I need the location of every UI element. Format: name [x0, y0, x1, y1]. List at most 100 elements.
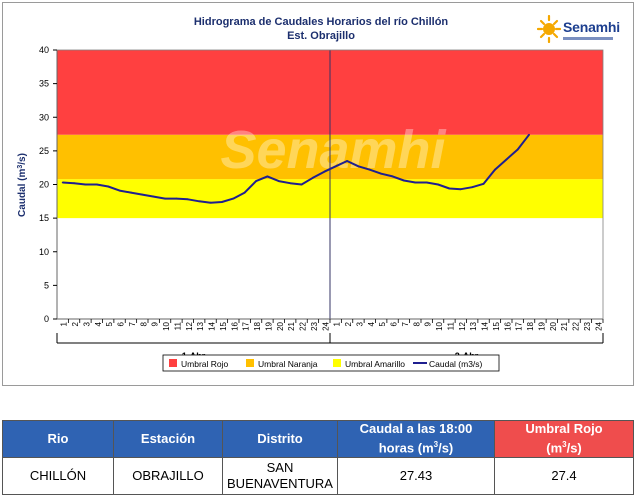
- y-tick-label: 40: [39, 45, 49, 55]
- data-point: [84, 183, 87, 186]
- x-tick-label: 20: [549, 321, 558, 330]
- x-tick-label: 21: [560, 321, 569, 330]
- x-tick-label: 23: [310, 321, 319, 330]
- x-tick-label: 7: [401, 321, 410, 326]
- data-point: [414, 181, 417, 184]
- x-tick-label: 6: [117, 321, 126, 326]
- data-point: [175, 197, 178, 200]
- data-point: [164, 197, 166, 200]
- x-tick-label: 5: [378, 321, 387, 326]
- table-row: CHILLÓN OBRAJILLO SAN BUENAVENTURA 27.43…: [2, 457, 634, 495]
- x-tick-label: 3: [82, 321, 91, 326]
- x-tick-label: 24: [594, 321, 603, 330]
- legend-swatch: [246, 359, 254, 367]
- data-point: [289, 182, 292, 185]
- x-tick-label: 20: [276, 321, 285, 330]
- series-line-caudal: [62, 134, 530, 204]
- sun-icon: [537, 15, 561, 43]
- data-point: [73, 182, 75, 185]
- legend-swatch: [169, 359, 177, 367]
- station-table: Rio Estación Distrito Caudal a las 18:00…: [2, 420, 634, 495]
- data-point: [380, 172, 383, 175]
- x-tick-label: 24: [321, 321, 330, 330]
- data-point: [198, 200, 201, 203]
- x-tick-label: 11: [446, 321, 455, 330]
- data-point: [403, 179, 405, 182]
- x-tick-label: 16: [230, 321, 239, 330]
- data-point: [334, 165, 337, 168]
- x-tick-label: 8: [139, 321, 148, 326]
- data-point: [391, 175, 394, 178]
- data-point: [61, 181, 64, 184]
- data-point: [221, 201, 223, 203]
- legend-label: Umbral Amarillo: [345, 359, 405, 369]
- x-tick-label: 9: [424, 321, 433, 326]
- x-tick-label: 2: [71, 321, 80, 326]
- logo-text: Senamhi: [563, 19, 620, 35]
- data-point: [232, 197, 235, 200]
- x-tick-label: 21: [287, 321, 296, 330]
- x-tick-label: 4: [94, 321, 103, 326]
- data-point: [323, 170, 326, 173]
- senamhi-logo: Senamhi: [537, 13, 620, 49]
- data-point: [255, 180, 257, 183]
- data-point: [300, 183, 303, 186]
- y-tick-label: 5: [44, 280, 49, 290]
- data-point: [437, 183, 439, 186]
- data-point: [494, 168, 496, 171]
- data-point: [471, 186, 474, 189]
- x-tick-label: 6: [390, 321, 399, 326]
- x-tick-label: 10: [162, 321, 171, 330]
- cell-caudal: 27.43: [337, 457, 495, 495]
- data-point: [209, 201, 212, 204]
- data-point: [141, 193, 144, 196]
- hydrograph-chart: Hidrograma de Caudales Horarios del río …: [17, 16, 604, 372]
- header-estacion: Estación: [113, 420, 223, 458]
- x-tick-label: 15: [219, 321, 228, 330]
- y-tick-label: 35: [39, 79, 49, 89]
- x-tick-label: 5: [105, 321, 114, 326]
- x-tick-label: 12: [458, 321, 467, 330]
- x-tick-label: 7: [128, 321, 137, 326]
- y-tick-label: 10: [39, 247, 49, 257]
- chart-title: Hidrograma de Caudales Horarios del río …: [194, 16, 449, 28]
- data-point: [346, 160, 348, 162]
- x-tick-label: 16: [503, 321, 512, 330]
- y-axis-label: Caudal (m3/s): [17, 153, 28, 217]
- data-point: [312, 176, 314, 179]
- watermark: Senamhi: [220, 120, 446, 180]
- data-point: [152, 195, 155, 198]
- x-tick-label: 13: [469, 321, 478, 330]
- x-tick-label: 10: [435, 321, 444, 330]
- table-header-row: Rio Estación Distrito Caudal a las 18:00…: [2, 420, 634, 458]
- x-tick-label: 13: [196, 321, 205, 330]
- chart-subtitle: Est. Obrajillo: [287, 30, 355, 42]
- data-point: [186, 198, 189, 201]
- data-point: [266, 175, 269, 178]
- y-tick-label: 20: [39, 180, 49, 190]
- cell-distrito: SAN BUENAVENTURA: [222, 457, 338, 495]
- x-tick-label: 17: [515, 321, 524, 330]
- legend-label: Umbral Naranja: [258, 359, 318, 369]
- x-tick-label: 15: [492, 321, 501, 330]
- x-tick-label: 8: [412, 321, 421, 326]
- y-tick-label: 15: [39, 213, 49, 223]
- header-distrito: Distrito: [222, 420, 338, 458]
- header-caudal: Caudal a las 18:00 horas (m3/s): [337, 420, 495, 458]
- x-tick-label: 22: [299, 321, 308, 330]
- data-point: [95, 183, 98, 186]
- data-point: [368, 168, 371, 171]
- x-tick-label: 3: [355, 321, 364, 326]
- chart-panel: Hidrograma de Caudales Horarios del río …: [2, 2, 634, 386]
- header-rio: Rio: [2, 420, 114, 458]
- cell-umbral: 27.4: [494, 457, 634, 495]
- data-point: [425, 181, 428, 184]
- data-point: [528, 133, 530, 136]
- x-tick-label: 2: [344, 321, 353, 326]
- y-tick-label: 0: [44, 314, 49, 324]
- data-point: [130, 191, 132, 194]
- x-tick-label: 4: [367, 321, 376, 326]
- logo-underline: [563, 37, 613, 40]
- data-point: [277, 180, 280, 183]
- data-point: [243, 191, 246, 194]
